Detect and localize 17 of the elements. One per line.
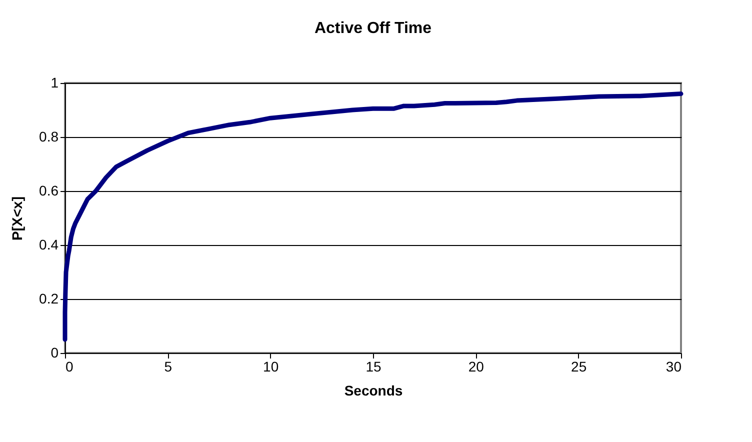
x-tick-label: 10	[263, 358, 279, 374]
y-tick-label: 0.2	[39, 290, 59, 306]
y-axis-title: P[X<x]	[9, 196, 26, 240]
x-tick-label: 15	[366, 358, 382, 374]
x-tick-label: 25	[571, 358, 587, 374]
chart-title: Active Off Time	[314, 20, 432, 37]
y-tick-label: 0	[50, 344, 59, 360]
y-tick-label: 0.6	[39, 182, 59, 198]
x-tick-label: 5	[164, 358, 172, 374]
x-axis-title: Seconds	[344, 382, 403, 398]
x-tick-label: 20	[468, 358, 484, 374]
x-tick-label: 0	[66, 358, 74, 374]
x-tick-label: 30	[666, 358, 682, 374]
y-tick-label: 0.4	[39, 236, 59, 252]
y-tick-label: 0.8	[39, 128, 59, 144]
y-tick-label: 1	[50, 74, 59, 90]
line-series	[62, 92, 684, 342]
